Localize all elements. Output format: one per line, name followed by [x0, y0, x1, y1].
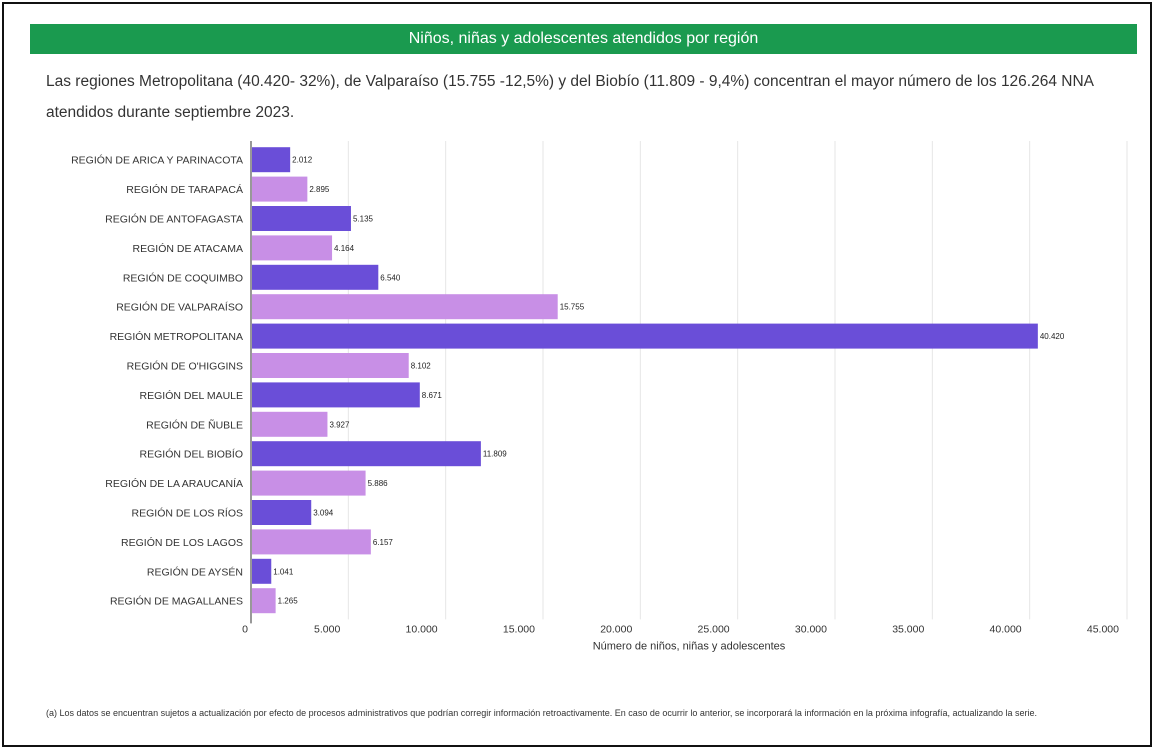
category-label: REGIÓN DE LA ARAUCANÍA — [105, 477, 243, 490]
bar — [252, 176, 308, 202]
x-tick-label: 35.000 — [892, 623, 924, 635]
category-label: REGIÓN DE TARAPACÁ — [126, 183, 243, 196]
footnote: (a) Los datos se encuentran sujetos a ac… — [46, 708, 1038, 718]
x-tick-label: 10.000 — [406, 623, 438, 635]
category-label: REGIÓN DE ATACAMA — [133, 242, 243, 255]
x-tick-label: 25.000 — [698, 623, 730, 635]
data-label: 1.041 — [273, 567, 294, 576]
category-label: REGIÓN DE ÑUBLE — [146, 418, 243, 431]
category-label: REGIÓN DE VALPARAÍSO — [116, 301, 243, 314]
bar — [252, 500, 312, 525]
data-label: 1.265 — [278, 597, 299, 606]
bar — [252, 294, 558, 320]
data-label: 11.809 — [483, 450, 507, 459]
bar — [252, 441, 481, 467]
data-label: 8.671 — [422, 391, 443, 400]
bar-chart: REGIÓN DE ARICA Y PARINACOTA 2.012 REGIÓN … — [71, 141, 1128, 652]
data-label: 40.420 — [1040, 332, 1065, 341]
bar — [252, 206, 351, 231]
bar — [252, 588, 276, 614]
category-label: REGIÓN DE COQUIMBO — [123, 271, 243, 284]
data-label: 2.895 — [309, 185, 330, 194]
data-label: 6.157 — [373, 538, 394, 547]
bar — [252, 470, 366, 496]
chart-subtitle: Las regiones Metropolitana (40.420- 32%)… — [46, 73, 1094, 121]
data-label: 4.164 — [334, 244, 355, 253]
category-label: REGIÓN DEL MAULE — [140, 389, 243, 402]
x-tick-label: 30.000 — [795, 623, 827, 635]
x-tick-label: 20.000 — [600, 623, 632, 635]
data-label: 8.102 — [411, 362, 432, 371]
bar — [252, 147, 291, 173]
bar — [252, 382, 420, 408]
category-label: REGIÓN DE ANTOFAGASTA — [105, 213, 243, 226]
bar — [252, 529, 371, 555]
category-label: REGIÓN DE AYSÉN — [147, 565, 243, 578]
bar — [252, 323, 1038, 349]
data-label: 3.094 — [313, 509, 334, 518]
bar — [252, 264, 379, 290]
category-label: REGIÓN DE MAGALLANES — [110, 595, 243, 608]
bar — [252, 353, 409, 378]
category-label: REGIÓN DE O'HIGGINS — [127, 360, 243, 373]
category-label: REGIÓN DEL BIOBÍO — [140, 448, 243, 461]
x-axis-title: Número de niños, niñas y adolescentes — [593, 640, 786, 652]
data-label: 6.540 — [380, 273, 401, 282]
data-label: 3.927 — [329, 420, 350, 429]
chart-title: Niños, niñas y adolescentes atendidos po… — [30, 24, 1137, 54]
data-label: 2.012 — [292, 156, 313, 165]
category-label: REGIÓN METROPOLITANA — [110, 330, 243, 343]
data-label: 5.886 — [368, 479, 389, 488]
data-label: 15.755 — [560, 303, 585, 312]
x-tick-label: 40.000 — [990, 623, 1022, 635]
category-label: REGIÓN DE LOS RÍOS — [132, 507, 243, 520]
bar — [252, 558, 272, 584]
bar — [252, 235, 333, 261]
x-tick-label: 15.000 — [503, 623, 535, 635]
x-tick-label: 45.000 — [1087, 623, 1119, 635]
data-label: 5.135 — [353, 215, 374, 224]
category-label: REGIÓN DE LOS LAGOS — [121, 536, 243, 549]
x-tick-label: 5.000 — [314, 623, 340, 635]
bar — [252, 411, 328, 437]
category-label: REGIÓN DE ARICA Y PARINACOTA — [71, 154, 243, 167]
x-tick-label: 0 — [242, 623, 248, 635]
